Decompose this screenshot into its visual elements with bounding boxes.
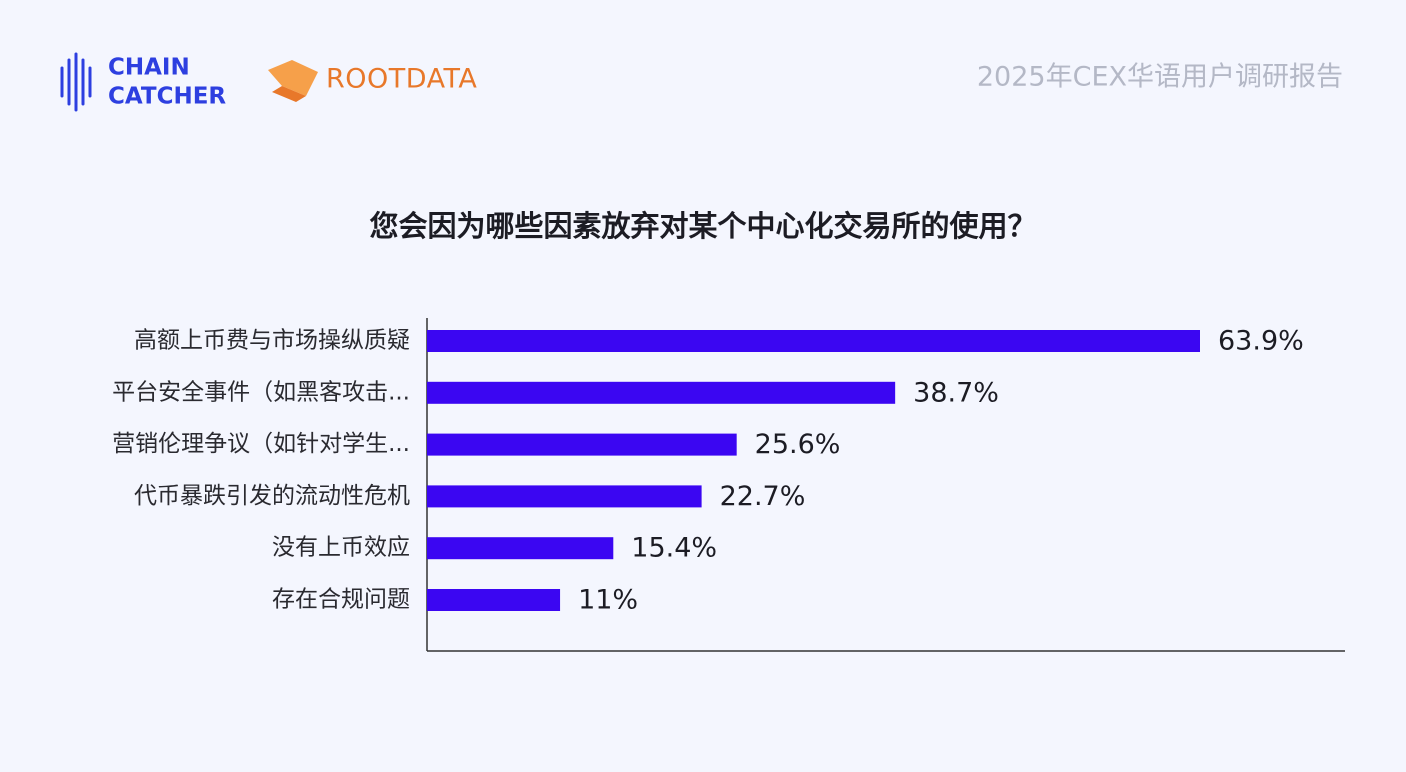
bar — [427, 330, 1200, 352]
value-label: 11% — [578, 585, 638, 616]
value-label: 22.7% — [720, 481, 806, 512]
bar — [427, 537, 614, 560]
value-label: 38.7% — [913, 377, 999, 408]
y-tick-label: 存在合规问题 — [272, 587, 410, 613]
chart-title: 您会因为哪些因素放弃对某个中心化交易所的使用？ — [369, 209, 1036, 243]
y-tick-label: 高额上币费与市场操纵质疑 — [134, 328, 410, 354]
value-label: 15.4% — [631, 533, 717, 564]
rootdata-logo: ROOTDATA — [268, 60, 477, 102]
chaincatcher-logo: CHAIN CATCHER — [60, 52, 226, 112]
value-label: 25.6% — [755, 429, 841, 460]
brand-text: CATCHER — [108, 84, 226, 110]
bar — [427, 589, 561, 611]
y-tick-label: 营销伦理争议（如针对学生... — [112, 431, 410, 457]
bar — [427, 381, 896, 404]
y-tick-label: 平台安全事件（如黑客攻击... — [112, 379, 410, 405]
brand-text: ROOTDATA — [326, 64, 477, 95]
bar — [427, 433, 737, 456]
bar — [427, 485, 702, 508]
report-title: 2025年CEX华语用户调研报告 — [977, 62, 1343, 93]
value-label: 63.9% — [1218, 326, 1304, 357]
y-tick-label: 代币暴跌引发的流动性危机 — [134, 483, 410, 509]
brand-text: CHAIN — [108, 55, 190, 81]
y-tick-label: 没有上币效应 — [272, 535, 410, 561]
